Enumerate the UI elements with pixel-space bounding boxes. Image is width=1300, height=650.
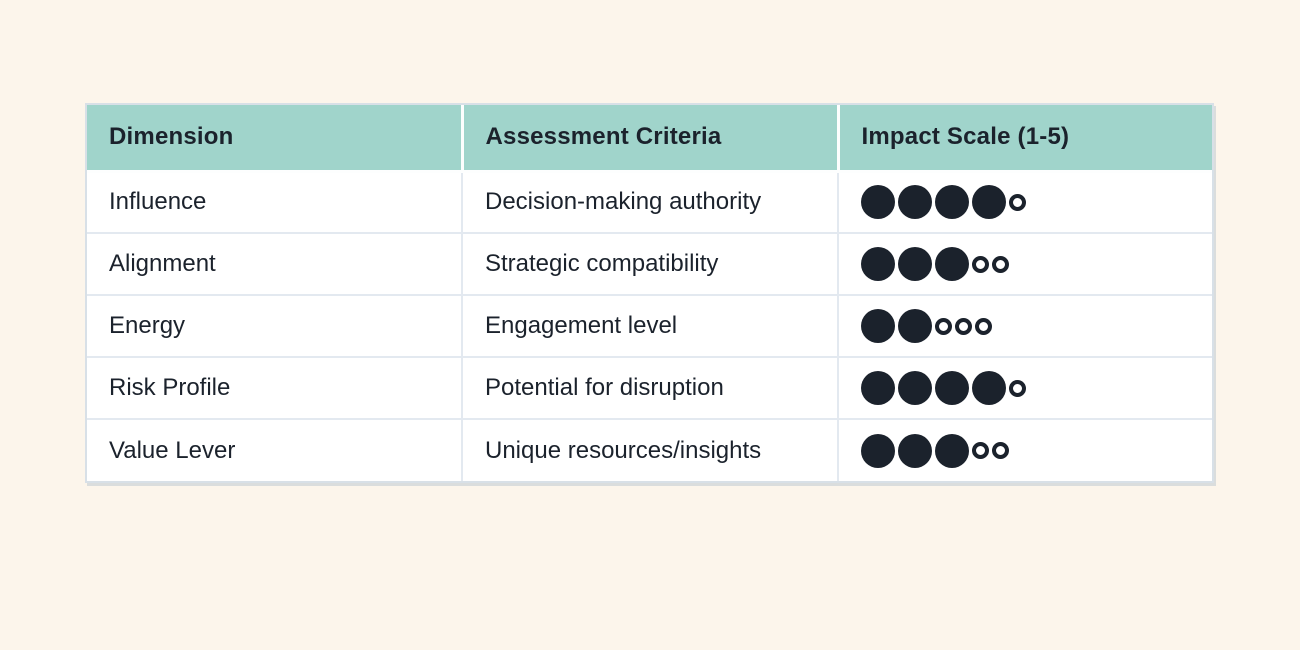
- assessment-table: Dimension Assessment Criteria Impact Sca…: [87, 105, 1212, 481]
- impact-cell: [837, 356, 1212, 420]
- criteria-cell: Potential for disruption: [461, 356, 839, 420]
- table-row: Influence Decision-making authority: [87, 171, 1212, 234]
- impact-dots: [861, 420, 1212, 481]
- impact-dot-filled-icon: [861, 309, 895, 343]
- impact-dot-empty-icon: [972, 255, 989, 273]
- impact-dot-filled-icon: [898, 185, 932, 220]
- table-body: Influence Decision-making authority Alig…: [87, 171, 1212, 481]
- impact-dot-filled-icon: [861, 433, 895, 468]
- table-row: Risk Profile Potential for disruption: [87, 356, 1212, 420]
- impact-dot-filled-icon: [935, 185, 969, 220]
- criteria-cell: Decision-making authority: [461, 171, 839, 234]
- table-row: Value Lever Unique resources/insights: [87, 418, 1212, 481]
- impact-dot-empty-icon: [1009, 379, 1026, 397]
- impact-dots: [861, 173, 1212, 233]
- dimension-cell: Energy: [87, 294, 463, 358]
- impact-dots: [861, 358, 1212, 418]
- impact-dot-empty-icon: [992, 255, 1009, 273]
- column-header-criteria: Assessment Criteria: [460, 105, 838, 173]
- dimension-cell: Influence: [87, 171, 463, 234]
- impact-dot-empty-icon: [955, 317, 972, 335]
- impact-dot-filled-icon: [861, 185, 895, 220]
- criteria-cell: Unique resources/insights: [461, 418, 839, 481]
- impact-dot-filled-icon: [935, 371, 969, 405]
- impact-dot-empty-icon: [992, 442, 1009, 459]
- impact-cell: [837, 171, 1212, 234]
- impact-dot-filled-icon: [972, 371, 1006, 405]
- column-header-dimension: Dimension: [87, 105, 462, 173]
- impact-dot-filled-icon: [935, 433, 969, 468]
- dimension-cell: Risk Profile: [87, 356, 463, 420]
- impact-dot-filled-icon: [898, 309, 932, 343]
- impact-dot-filled-icon: [861, 371, 895, 405]
- dimension-cell: Alignment: [87, 232, 463, 296]
- impact-dot-filled-icon: [935, 247, 969, 281]
- impact-dot-filled-icon: [861, 247, 895, 281]
- header-row: Dimension Assessment Criteria Impact Sca…: [87, 105, 1212, 173]
- impact-cell: [837, 294, 1212, 358]
- criteria-cell: Engagement level: [461, 294, 839, 358]
- column-header-impact: Impact Scale (1-5): [836, 105, 1212, 173]
- table-header: Dimension Assessment Criteria Impact Sca…: [87, 105, 1212, 173]
- impact-dots: [861, 234, 1212, 294]
- impact-dot-empty-icon: [972, 442, 989, 459]
- table-row: Energy Engagement level: [87, 294, 1212, 358]
- impact-cell: [837, 232, 1212, 296]
- table-row: Alignment Strategic compatibility: [87, 232, 1212, 296]
- impact-dot-filled-icon: [898, 247, 932, 281]
- impact-dot-filled-icon: [898, 371, 932, 405]
- criteria-cell: Strategic compatibility: [461, 232, 839, 296]
- impact-dot-empty-icon: [975, 317, 992, 335]
- impact-dot-filled-icon: [972, 185, 1006, 220]
- impact-dot-empty-icon: [935, 317, 952, 335]
- assessment-table-container: Dimension Assessment Criteria Impact Sca…: [85, 103, 1214, 483]
- impact-cell: [837, 418, 1212, 481]
- impact-dot-filled-icon: [898, 433, 932, 468]
- dimension-cell: Value Lever: [87, 418, 463, 481]
- impact-dot-empty-icon: [1009, 193, 1026, 211]
- impact-dots: [861, 296, 1212, 356]
